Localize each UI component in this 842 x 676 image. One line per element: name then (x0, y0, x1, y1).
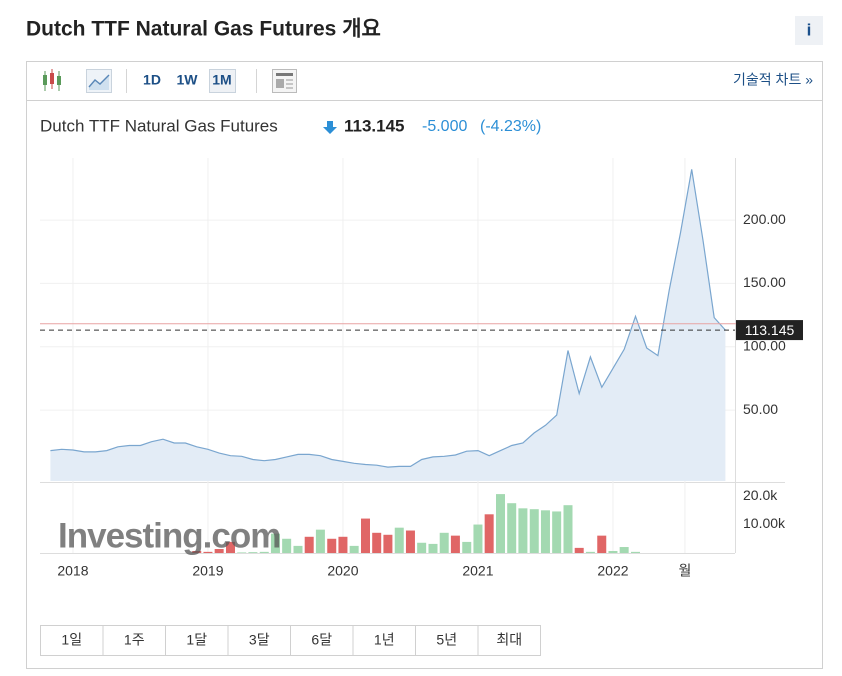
x-tick-label: 2018 (57, 563, 88, 579)
x-tick-label: 월 (678, 563, 691, 579)
interval-button[interactable]: 1M (212, 72, 231, 88)
volume-bar (574, 547, 584, 553)
y-tick-label: 200.00 (743, 211, 786, 227)
volume-tick-label: 20.0k (743, 487, 778, 503)
volume-bar (484, 514, 494, 553)
volume-bar (563, 505, 573, 553)
x-tick-label: 2020 (327, 563, 358, 579)
volume-bar (428, 543, 438, 553)
page-title: Dutch TTF Natural Gas Futures 개요 (26, 18, 381, 41)
volume-bar (619, 547, 629, 553)
interval-button[interactable]: 1D (143, 72, 161, 88)
range-button[interactable]: 1년 (374, 632, 395, 648)
volume-bar (631, 551, 641, 553)
price-line (50, 169, 726, 468)
volume-bar (338, 536, 348, 553)
volume-bar (540, 510, 550, 553)
range-button[interactable]: 1일 (61, 632, 82, 648)
last-price: 113.145 (344, 116, 405, 135)
volume-bar (304, 536, 314, 553)
y-tick-label: 50.00 (743, 401, 778, 417)
volume-bar (214, 549, 224, 553)
price-change: -5.000 (422, 118, 467, 135)
volume-bar (405, 530, 415, 553)
active-interval-box (209, 69, 236, 93)
volume-bar (327, 538, 337, 553)
last-price-tag (736, 320, 803, 341)
range-button-bg[interactable] (290, 625, 354, 656)
info-button[interactable]: i (807, 20, 812, 39)
volume-bar (495, 494, 505, 553)
range-button-bg[interactable] (415, 625, 479, 656)
volume-bar (248, 552, 258, 553)
panel-frame (26, 61, 823, 669)
x-tick-label: 2019 (192, 563, 223, 579)
volume-bar (203, 551, 213, 553)
volume-bar (394, 527, 404, 553)
range-button[interactable]: 5년 (436, 632, 457, 648)
volume-tick-label: 10.00k (743, 515, 786, 531)
last-price-label: 113.145 (745, 322, 795, 338)
volume-bar (417, 542, 427, 553)
volume-bar (282, 538, 292, 553)
y-tick-label: 150.00 (743, 274, 786, 290)
volume-bar (585, 551, 595, 553)
range-button[interactable]: 3달 (249, 632, 270, 648)
volume-bar (507, 503, 517, 553)
range-button[interactable]: 최대 (496, 632, 522, 648)
technical-chart-link[interactable]: 기술적 차트 » (733, 72, 813, 88)
volume-bar (372, 532, 382, 553)
range-button-bg[interactable] (102, 625, 166, 656)
x-tick-label: 2022 (597, 563, 628, 579)
range-button[interactable]: 1달 (186, 632, 207, 648)
price-area (50, 169, 726, 481)
volume-bar (383, 534, 393, 553)
candlestick-icon[interactable] (43, 69, 61, 91)
volume-bar (439, 532, 449, 553)
price-change-percent: (-4.23%) (480, 118, 541, 135)
volume-bar (259, 551, 269, 553)
volume-bar (597, 535, 607, 553)
volume-bar (450, 535, 460, 553)
volume-bar (192, 551, 202, 553)
range-button-bg[interactable] (40, 625, 104, 656)
x-tick-label: 2021 (462, 563, 493, 579)
range-button[interactable]: 1주 (124, 632, 145, 648)
volume-bar (270, 533, 280, 553)
range-button[interactable]: 6달 (311, 632, 332, 648)
volume-bar (552, 511, 562, 553)
line-chart-icon[interactable] (86, 69, 112, 93)
interval-button[interactable]: 1W (177, 72, 199, 88)
volume-bar (315, 529, 325, 553)
range-button-bg[interactable] (477, 625, 541, 656)
volume-bar (349, 545, 359, 553)
volume-bar (462, 541, 472, 553)
down-arrow (323, 121, 337, 134)
volume-bar (293, 545, 303, 553)
volume-bar (360, 518, 370, 553)
volume-bar (518, 508, 528, 553)
watermark: Investing.com (58, 516, 280, 555)
volume-bar (225, 541, 235, 553)
volume-bar (529, 509, 539, 553)
volume-bar (473, 524, 483, 553)
volume-bar (237, 552, 247, 553)
info-button-bg[interactable] (795, 16, 823, 45)
instrument-name: Dutch TTF Natural Gas Futures (40, 116, 278, 135)
range-button-bg[interactable] (165, 625, 229, 656)
layout-icon[interactable] (272, 69, 297, 93)
y-tick-label: 100.00 (743, 337, 786, 353)
volume-bar (608, 551, 618, 553)
